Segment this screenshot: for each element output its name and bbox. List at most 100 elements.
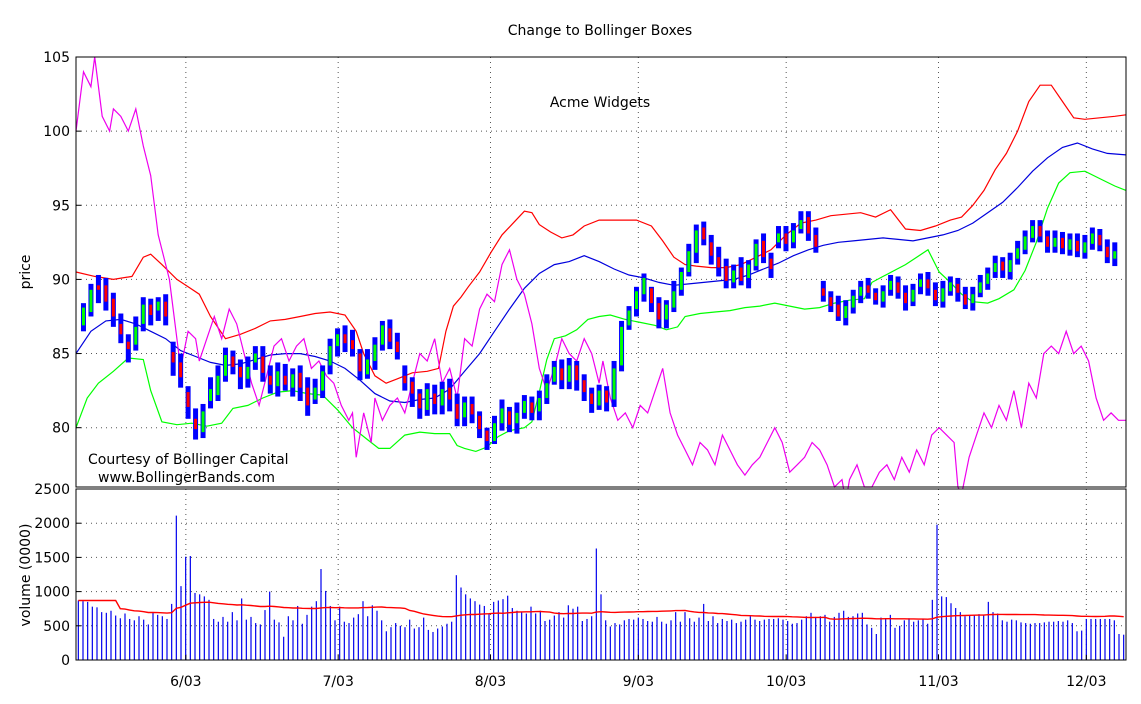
price-candle bbox=[163, 294, 169, 326]
candle-body bbox=[515, 412, 519, 424]
price-candle bbox=[775, 226, 781, 249]
price-candle bbox=[402, 365, 408, 391]
price-candle bbox=[417, 389, 423, 419]
price-y-tick-label: 85 bbox=[52, 347, 70, 363]
candle-body bbox=[904, 292, 908, 304]
price-candle bbox=[372, 337, 378, 370]
price-candle bbox=[813, 227, 819, 253]
candle-body bbox=[1001, 261, 1005, 271]
price-candle bbox=[200, 403, 206, 439]
price-subtitle: Acme Widgets bbox=[550, 95, 650, 111]
candle-body bbox=[96, 285, 100, 290]
price-candle bbox=[484, 427, 490, 450]
candle-body bbox=[552, 366, 556, 382]
price-candle bbox=[1067, 233, 1073, 256]
price-candle bbox=[581, 374, 587, 401]
volume-average-line bbox=[78, 599, 1124, 620]
candle-body bbox=[1046, 236, 1050, 247]
price-candle bbox=[596, 384, 602, 410]
price-candle bbox=[633, 286, 639, 317]
candle-body bbox=[620, 326, 624, 366]
candle-body bbox=[1038, 226, 1042, 237]
price-candle bbox=[170, 341, 176, 376]
price-candle bbox=[626, 306, 632, 330]
price-candle bbox=[215, 365, 221, 401]
candle-body bbox=[403, 375, 407, 384]
volume-y-axis-label: volume (0000) bbox=[18, 524, 34, 627]
candle-body bbox=[216, 375, 220, 396]
candle-body bbox=[1031, 226, 1035, 238]
price-candle bbox=[185, 386, 191, 419]
volume-y-tick-label: 500 bbox=[43, 619, 70, 635]
candle-body bbox=[567, 365, 571, 382]
candle-body bbox=[351, 340, 355, 350]
price-candle bbox=[783, 226, 789, 252]
price-candle bbox=[394, 332, 400, 360]
candle-body bbox=[485, 430, 489, 442]
candle-body bbox=[657, 303, 661, 320]
candle-body bbox=[104, 285, 108, 302]
candle-body bbox=[1105, 246, 1109, 258]
price-candle bbox=[424, 383, 430, 416]
candle-body bbox=[993, 263, 997, 272]
price-candle bbox=[903, 285, 909, 311]
price-candle bbox=[798, 211, 804, 234]
price-candle bbox=[1022, 230, 1028, 255]
candle-body bbox=[81, 307, 85, 326]
candle-body bbox=[889, 280, 893, 290]
price-candle bbox=[88, 283, 94, 317]
candle-body bbox=[851, 295, 855, 308]
candle-body bbox=[358, 353, 362, 372]
price-candle bbox=[910, 283, 916, 307]
price-y-tick-label: 90 bbox=[52, 272, 70, 288]
candle-body bbox=[388, 328, 392, 342]
candle-body bbox=[627, 310, 631, 326]
chart-title: Change to Bollinger Boxes bbox=[508, 23, 692, 39]
candle-body bbox=[672, 291, 676, 308]
price-candle bbox=[252, 346, 258, 370]
price-candle bbox=[917, 273, 923, 295]
candle-body bbox=[433, 393, 437, 404]
price-candle bbox=[103, 277, 109, 311]
price-candle bbox=[1089, 227, 1095, 250]
x-tick-label: 10/03 bbox=[766, 674, 806, 690]
price-candle bbox=[619, 320, 625, 372]
price-candle bbox=[327, 338, 333, 375]
price-candle bbox=[320, 365, 326, 399]
price-candle bbox=[768, 252, 774, 278]
price-y-tick-label: 95 bbox=[52, 198, 70, 214]
candle-body bbox=[1053, 237, 1057, 247]
price-candle bbox=[656, 297, 662, 329]
candle-body bbox=[268, 375, 272, 385]
candle-body bbox=[306, 387, 310, 406]
price-frame bbox=[75, 56, 1127, 488]
price-plot-area bbox=[76, 57, 1126, 487]
candle-body bbox=[769, 258, 773, 270]
candle-body bbox=[231, 356, 235, 367]
price-candle bbox=[499, 399, 505, 431]
candle-body bbox=[664, 304, 668, 320]
candle-body bbox=[679, 272, 683, 290]
price-candle bbox=[1097, 229, 1103, 252]
price-candle bbox=[133, 316, 139, 351]
candle-body bbox=[507, 411, 511, 425]
price-candle bbox=[1007, 252, 1013, 280]
candle-body bbox=[956, 283, 960, 293]
price-candle bbox=[604, 386, 610, 412]
price-candle bbox=[985, 267, 991, 290]
candle-body bbox=[754, 243, 758, 267]
volume-y-tick-label: 2500 bbox=[34, 482, 70, 498]
price-candle bbox=[566, 358, 572, 390]
price-candle bbox=[888, 274, 894, 296]
candle-body bbox=[410, 381, 414, 394]
candle-body bbox=[209, 389, 213, 401]
candle-body bbox=[111, 298, 115, 317]
candle-body bbox=[134, 326, 138, 345]
candle-body bbox=[126, 341, 130, 350]
candle-body bbox=[1113, 251, 1117, 259]
candle-body bbox=[821, 288, 825, 296]
candle-body bbox=[141, 304, 145, 324]
candle-body bbox=[530, 402, 534, 413]
candle-body bbox=[896, 282, 900, 293]
